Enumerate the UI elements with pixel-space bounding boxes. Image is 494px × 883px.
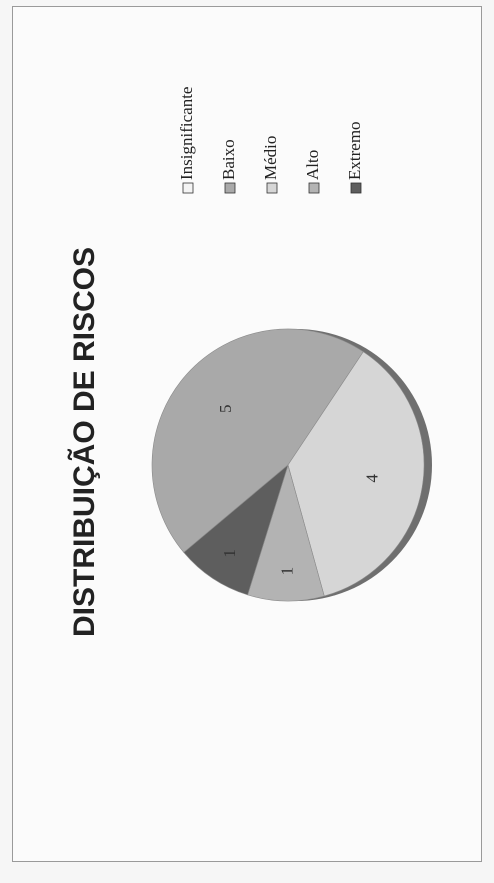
data-label-medio: 4 (362, 474, 381, 483)
legend-label-extremo: Extremo (345, 121, 364, 180)
legend-swatch-alto (308, 182, 320, 194)
legend-label-baixo: Baixo (219, 139, 238, 180)
legend-swatch-baixo (224, 182, 236, 194)
legend-label-medio: Médio (261, 136, 280, 180)
pie-slice-extremo (183, 464, 289, 596)
data-label-extremo: 1 (220, 549, 239, 558)
legend-swatch-extremo (350, 182, 362, 194)
legend-swatch-medio (266, 182, 278, 194)
pie-slice-medio (287, 351, 425, 597)
chart-title: DISTRIBUIÇÃO DE RISCOS (67, 247, 101, 637)
pie-group: 5 4 1 1 (151, 328, 432, 602)
data-label-baixo: 5 (216, 405, 235, 414)
legend: Insignificante Baixo Médio Alto Extremo (177, 87, 364, 194)
pie-slice-baixo (151, 328, 364, 553)
legend-swatch-insignificante (182, 182, 194, 194)
legend-label-alto: Alto (303, 150, 322, 180)
legend-label-insignificante: Insignificante (177, 87, 196, 180)
data-label-alto: 1 (277, 567, 296, 576)
